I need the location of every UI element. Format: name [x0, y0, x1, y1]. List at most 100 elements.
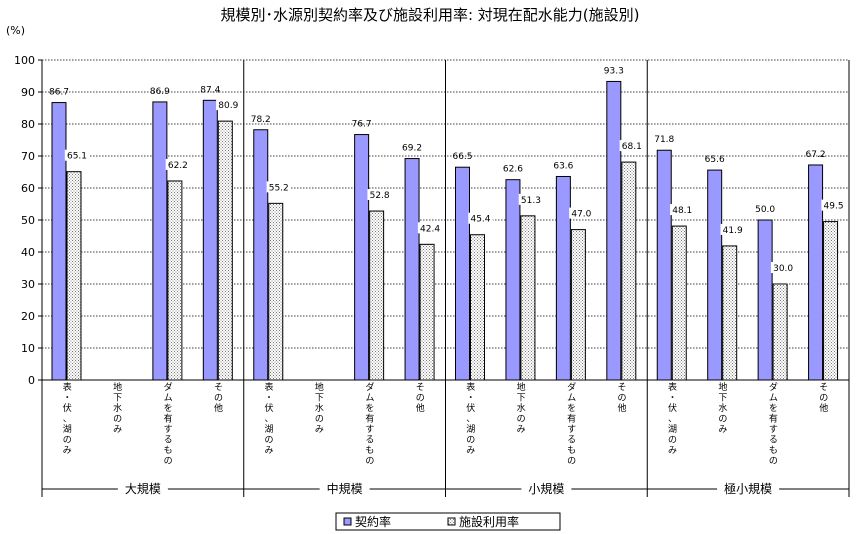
- category-label: その他: [416, 382, 425, 414]
- bar-contract-rate: [152, 101, 168, 381]
- legend-swatch-utilization-rate: [447, 517, 456, 526]
- bar-utilization-rate: [66, 171, 82, 381]
- category-label: 地下水のみ: [517, 381, 526, 435]
- y-tick-label: 80: [21, 118, 35, 131]
- data-label: 30.0: [773, 264, 793, 274]
- bar-contract-rate: [505, 179, 521, 381]
- data-label: 86.9: [150, 87, 170, 97]
- data-label: 80.9: [218, 101, 238, 111]
- group-label: 大規模: [125, 481, 161, 496]
- y-tick-label: 30: [21, 278, 35, 291]
- data-label: 68.1: [622, 142, 642, 152]
- data-label: 49.5: [824, 202, 844, 212]
- category-label: その他: [819, 382, 828, 414]
- data-label-bg: [417, 222, 443, 234]
- bar-utilization-rate: [167, 180, 183, 381]
- legend-label: 施設利用率: [459, 514, 519, 529]
- bar-utilization-rate: [621, 161, 637, 381]
- bar-contract-rate: [354, 134, 370, 381]
- data-label: 47.0: [571, 210, 591, 220]
- bar-contract-rate: [51, 102, 67, 381]
- bar-contract-rate: [555, 175, 571, 381]
- category-labels: 表・伏、湖のみ 地下水のみ ダムを有するもの その他 表・伏、湖のみ 地下水のみ ダムを有す…: [63, 381, 829, 467]
- y-tick-label: 10: [21, 342, 35, 355]
- bar-contract-rate: [253, 129, 269, 381]
- bars: [51, 80, 839, 381]
- category-label: 表・伏、湖のみ: [466, 381, 475, 456]
- y-tick-label: 40: [21, 246, 35, 259]
- category-label: ダムを有するもの: [365, 381, 374, 467]
- data-label-bg: [64, 149, 90, 161]
- bar-utilization-rate: [419, 243, 435, 381]
- bar-utilization-rate: [671, 225, 687, 381]
- data-label: 41.9: [723, 226, 743, 236]
- bar-utilization-rate: [268, 202, 284, 381]
- bar-utilization-rate: [470, 234, 485, 381]
- data-labels: 86.7 65.1 86.9 62.2 87.4 80.9 78.2 55.2 76.7 52.8…: [49, 66, 846, 274]
- data-label: 67.2: [806, 150, 826, 160]
- y-tick-label: 90: [21, 86, 35, 99]
- data-label: 86.7: [49, 88, 69, 98]
- data-label: 63.6: [553, 161, 573, 171]
- y-axis-unit: (%): [6, 24, 25, 37]
- data-label-bg: [770, 262, 796, 273]
- group-label: 極小規模: [724, 481, 772, 496]
- data-label: 66.5: [452, 152, 472, 162]
- bar-utilization-rate: [217, 120, 233, 381]
- data-label: 45.4: [470, 215, 490, 225]
- axes: [38, 59, 850, 497]
- bar-utilization-rate: [772, 283, 788, 381]
- data-label: 62.6: [503, 165, 523, 175]
- bar-contract-rate: [757, 219, 773, 381]
- category-label: ダムを有するもの: [567, 381, 576, 467]
- bar-contract-rate: [707, 169, 723, 381]
- category-label: 表・伏、湖のみ: [264, 381, 273, 456]
- bar-contract-rate: [202, 99, 218, 381]
- group-dividers: [243, 60, 648, 380]
- data-label: 42.4: [420, 224, 440, 234]
- data-label-bg: [720, 223, 745, 235]
- data-label: 78.2: [251, 115, 271, 125]
- group-label: 小規模: [528, 481, 564, 496]
- data-label: 65.6: [705, 155, 725, 165]
- group-labels: 大規模 中規模 小規模 極小規模: [125, 481, 772, 496]
- y-tick-label: 100: [14, 54, 35, 67]
- y-tick-label: 60: [21, 182, 35, 195]
- data-label: 48.1: [672, 206, 692, 216]
- y-tick-label: 0: [28, 374, 35, 387]
- y-tick-label: 50: [21, 214, 35, 227]
- data-label: 93.3: [604, 66, 624, 76]
- bar-utilization-rate: [520, 215, 536, 381]
- data-label: 87.4: [200, 85, 220, 95]
- bar-contract-rate: [606, 80, 622, 381]
- data-label: 69.2: [402, 144, 422, 154]
- data-label-bg: [216, 99, 241, 111]
- data-label: 62.2: [168, 161, 188, 171]
- data-label: 51.3: [521, 196, 541, 206]
- data-label: 65.1: [67, 152, 87, 162]
- data-label-bg: [569, 207, 594, 219]
- data-label-bg: [821, 199, 846, 211]
- bar-utilization-rate: [823, 221, 839, 381]
- legend-label: 契約率: [355, 514, 391, 529]
- category-label: 地下水のみ: [718, 381, 727, 435]
- category-label: 表・伏、湖のみ: [63, 381, 72, 456]
- category-label: 地下水のみ: [113, 381, 122, 435]
- bar-contract-rate: [656, 149, 672, 381]
- legend: 契約率 施設利用率: [335, 512, 561, 531]
- bar-contract-rate: [808, 164, 824, 381]
- data-label-bg: [165, 158, 191, 170]
- chart-title: 規模別･水源別契約率及び施設利用率: 対現在配水能力(施設別): [220, 6, 639, 24]
- category-label: ダムを有するもの: [164, 381, 173, 467]
- bar-contract-rate: [455, 166, 470, 381]
- bar-utilization-rate: [369, 210, 385, 381]
- data-label: 76.7: [352, 120, 372, 130]
- category-label: その他: [214, 382, 223, 414]
- data-label-bg: [619, 140, 645, 152]
- category-label: ダムを有するもの: [769, 381, 778, 467]
- bar-contract-rate: [404, 158, 420, 381]
- data-label: 55.2: [269, 183, 289, 193]
- group-label: 中規模: [327, 481, 363, 496]
- bar-utilization-rate: [570, 229, 586, 381]
